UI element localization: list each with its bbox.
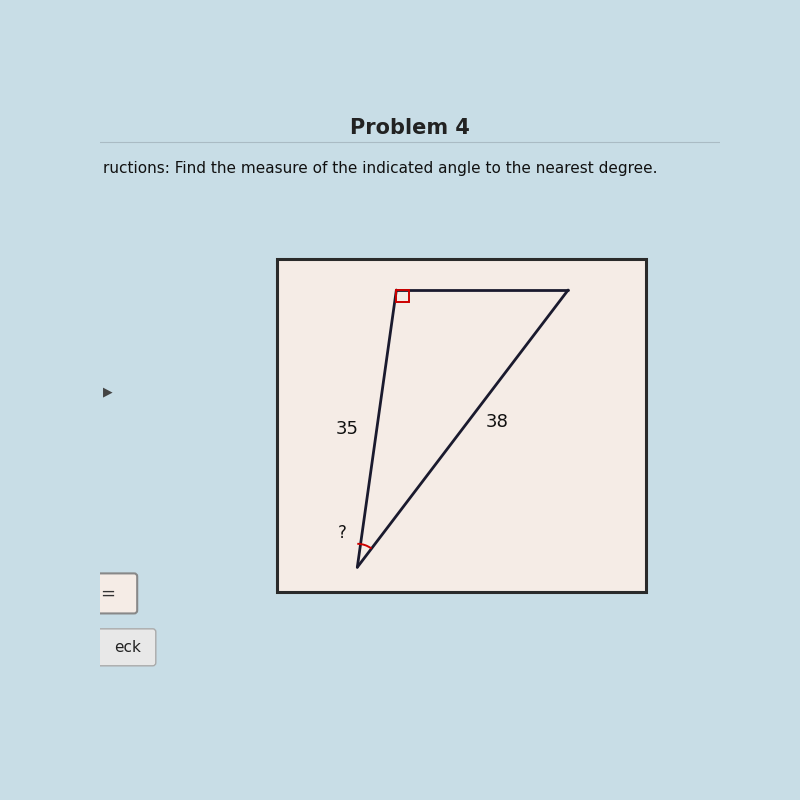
- Text: ▶: ▶: [103, 385, 113, 398]
- Text: =: =: [100, 585, 115, 602]
- Text: eck: eck: [114, 640, 141, 655]
- Text: 38: 38: [486, 414, 508, 431]
- Text: ?: ?: [338, 524, 346, 542]
- Text: 35: 35: [335, 420, 358, 438]
- FancyBboxPatch shape: [97, 629, 156, 666]
- FancyBboxPatch shape: [97, 574, 138, 614]
- Text: Problem 4: Problem 4: [350, 118, 470, 138]
- Text: ructions: Find the measure of the indicated angle to the nearest degree.: ructions: Find the measure of the indica…: [103, 161, 658, 176]
- Bar: [277, 259, 646, 592]
- Bar: [396, 290, 409, 302]
